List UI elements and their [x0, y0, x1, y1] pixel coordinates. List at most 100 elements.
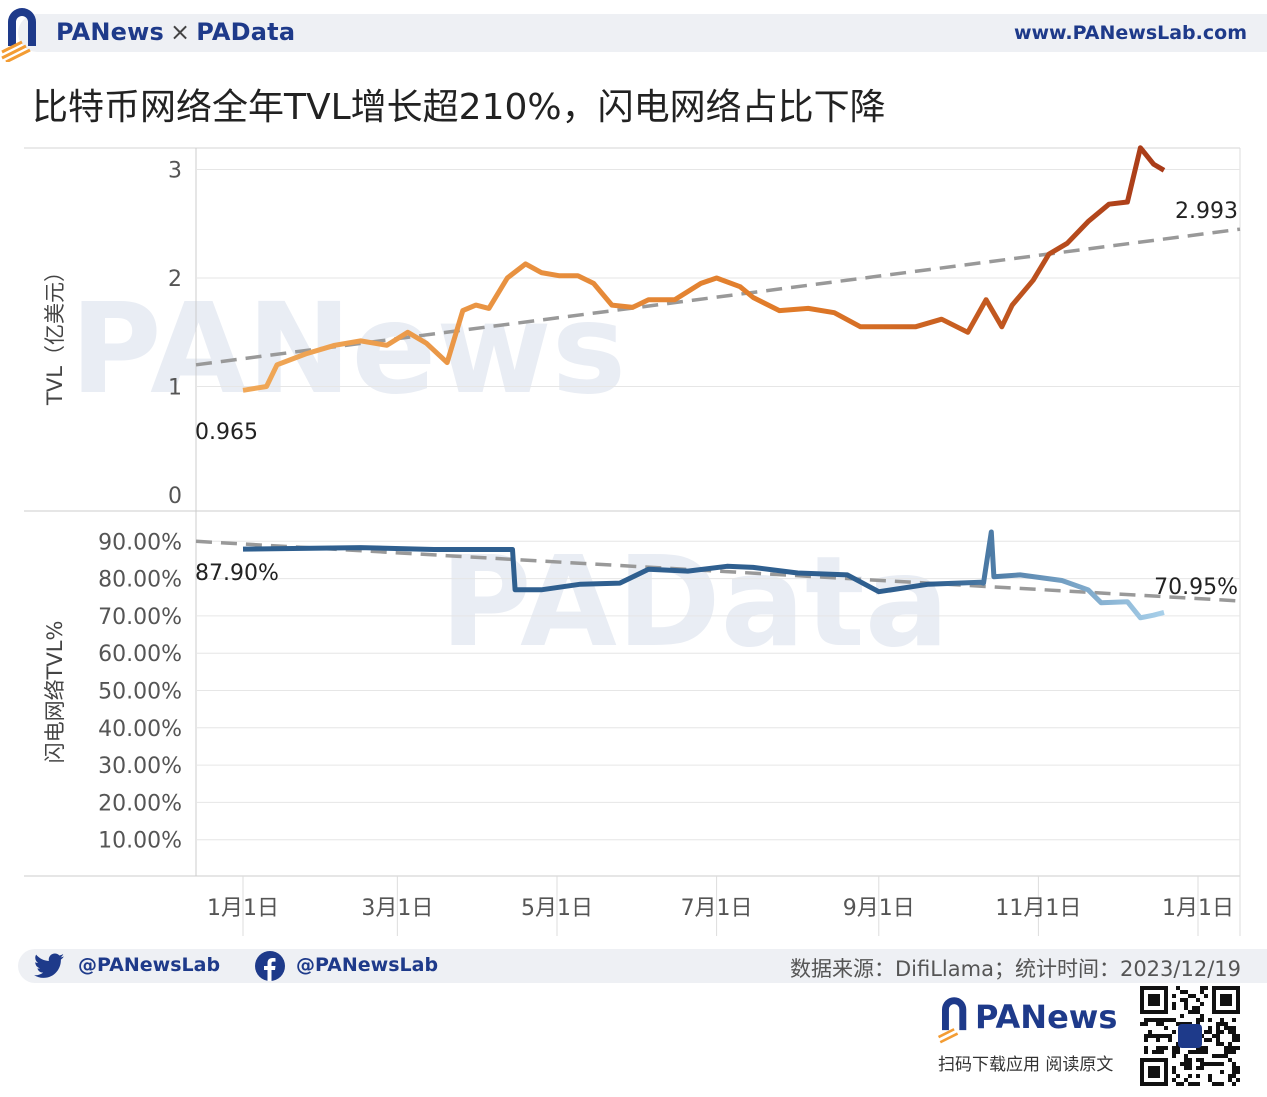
qr-module: [1200, 986, 1204, 990]
qr-module: [1220, 1042, 1224, 1046]
qr-module: [1188, 994, 1192, 998]
qr-code-icon[interactable]: [1140, 986, 1240, 1086]
x-tick-label: 11月1日: [995, 896, 1081, 921]
qr-module: [1184, 990, 1188, 994]
qr-module: [1220, 1082, 1224, 1086]
qr-module: [1184, 1066, 1188, 1070]
qr-module: [1152, 1050, 1156, 1054]
qr-module: [1172, 1066, 1176, 1070]
brand-panews: PANews: [56, 18, 164, 46]
qr-module: [1232, 1046, 1236, 1050]
qr-module: [1188, 1058, 1192, 1062]
qr-module: [1172, 1006, 1176, 1010]
qr-module: [1192, 1050, 1196, 1054]
qr-module: [1192, 1082, 1196, 1086]
twitter-icon[interactable]: [34, 953, 64, 979]
qr-module: [1188, 1082, 1192, 1086]
share-end-label: 70.95%: [1154, 575, 1238, 600]
qr-module: [1184, 1054, 1188, 1058]
qr-module: [1184, 1006, 1188, 1010]
tvl-y-ticks: 0 1 2 3: [168, 159, 182, 510]
qr-module: [1196, 1074, 1200, 1078]
qr-module: [1200, 1050, 1204, 1054]
qr-module: [1172, 1046, 1176, 1050]
qr-module: [1156, 1022, 1160, 1026]
qr-module: [1144, 1038, 1148, 1042]
qr-module: [1228, 1050, 1232, 1054]
share-y-axis-label: 闪电网络TVL%: [43, 621, 67, 764]
download-text: 扫码下载应用 阅读原文: [938, 1055, 1114, 1075]
qr-module: [1160, 1018, 1164, 1022]
facebook-icon[interactable]: [255, 951, 285, 981]
qr-module: [1232, 1030, 1236, 1034]
share-start-label: 87.90%: [195, 561, 279, 586]
qr-module: [1216, 1034, 1220, 1038]
qr-module: [1228, 1078, 1232, 1082]
tvl-y-tick: 0: [168, 484, 182, 509]
qr-module: [1200, 1046, 1204, 1050]
footer-bar: [18, 949, 1267, 983]
qr-module: [1184, 1058, 1188, 1062]
qr-module: [1196, 1058, 1200, 1062]
tvl-start-label: 0.965: [195, 420, 258, 445]
qr-module: [1172, 1078, 1176, 1082]
qr-module: [1168, 1018, 1172, 1022]
qr-module: [1144, 1050, 1148, 1054]
qr-module: [1216, 1030, 1220, 1034]
qr-module: [1208, 1074, 1212, 1078]
page-title: 比特币网络全年TVL增长超210%，闪电网络占比下降: [32, 87, 886, 128]
chart-area: PANews PAData 0 1 2 3 10.00% 20.00% 30.00% 40.…: [24, 145, 1241, 936]
qr-module: [1236, 1046, 1240, 1050]
qr-module: [1180, 1082, 1184, 1086]
qr-module: [1188, 1050, 1192, 1054]
qr-module: [1176, 986, 1180, 990]
qr-module: [1172, 1018, 1176, 1022]
qr-module: [1228, 1058, 1232, 1062]
qr-module: [1200, 990, 1204, 994]
panews-logo-icon: [1, 8, 36, 62]
qr-module: [1176, 1082, 1180, 1086]
facebook-handle[interactable]: @PANewsLab: [296, 954, 439, 976]
qr-module: [1204, 1062, 1208, 1066]
site-url[interactable]: www.PANewsLab.com: [1013, 22, 1247, 44]
qr-module: [1224, 1026, 1228, 1030]
tvl-series-line: [242, 145, 1166, 393]
share-y-tick: 10.00%: [98, 829, 182, 854]
qr-module: [1232, 1082, 1236, 1086]
x-axis-ticks: 1月1日 3月1日 5月1日 7月1日 9月1日 11月1日 1月1日: [207, 876, 1234, 936]
qr-module: [1200, 1002, 1204, 1006]
brand-lockup: PANews × PAData: [56, 18, 295, 46]
qr-module: [1236, 1066, 1240, 1070]
qr-module: [1208, 1018, 1212, 1022]
qr-module: [1164, 1046, 1168, 1050]
qr-module: [1188, 1074, 1192, 1078]
qr-module: [1232, 1018, 1236, 1022]
qr-module: [1172, 1030, 1176, 1034]
qr-module: [1216, 1026, 1220, 1030]
qr-module: [1200, 1014, 1204, 1018]
qr-module: [1220, 1070, 1224, 1074]
tvl-y-tick: 3: [168, 159, 182, 184]
qr-module: [1172, 1070, 1176, 1074]
qr-module: [1200, 1018, 1204, 1022]
qr-module: [1184, 1002, 1188, 1006]
qr-module: [1152, 1018, 1156, 1022]
qr-module: [1208, 1062, 1212, 1066]
qr-module: [1196, 1082, 1200, 1086]
qr-module: [1232, 1062, 1236, 1066]
qr-module: [1196, 1050, 1200, 1054]
brand-padata: PAData: [196, 18, 296, 46]
qr-module: [1160, 1034, 1164, 1038]
twitter-handle[interactable]: @PANewsLab: [78, 954, 221, 976]
qr-module: [1172, 1054, 1176, 1058]
qr-module: [1216, 1082, 1220, 1086]
brand-separator: ×: [169, 18, 191, 46]
qr-module: [1220, 1022, 1224, 1026]
qr-module: [1148, 1030, 1152, 1034]
qr-module: [1180, 1062, 1184, 1066]
qr-module: [1204, 986, 1208, 990]
qr-module: [1176, 1022, 1180, 1026]
watermark-panews: PANews: [70, 277, 626, 422]
share-y-tick: 80.00%: [98, 568, 182, 593]
qr-module: [1188, 1066, 1192, 1070]
